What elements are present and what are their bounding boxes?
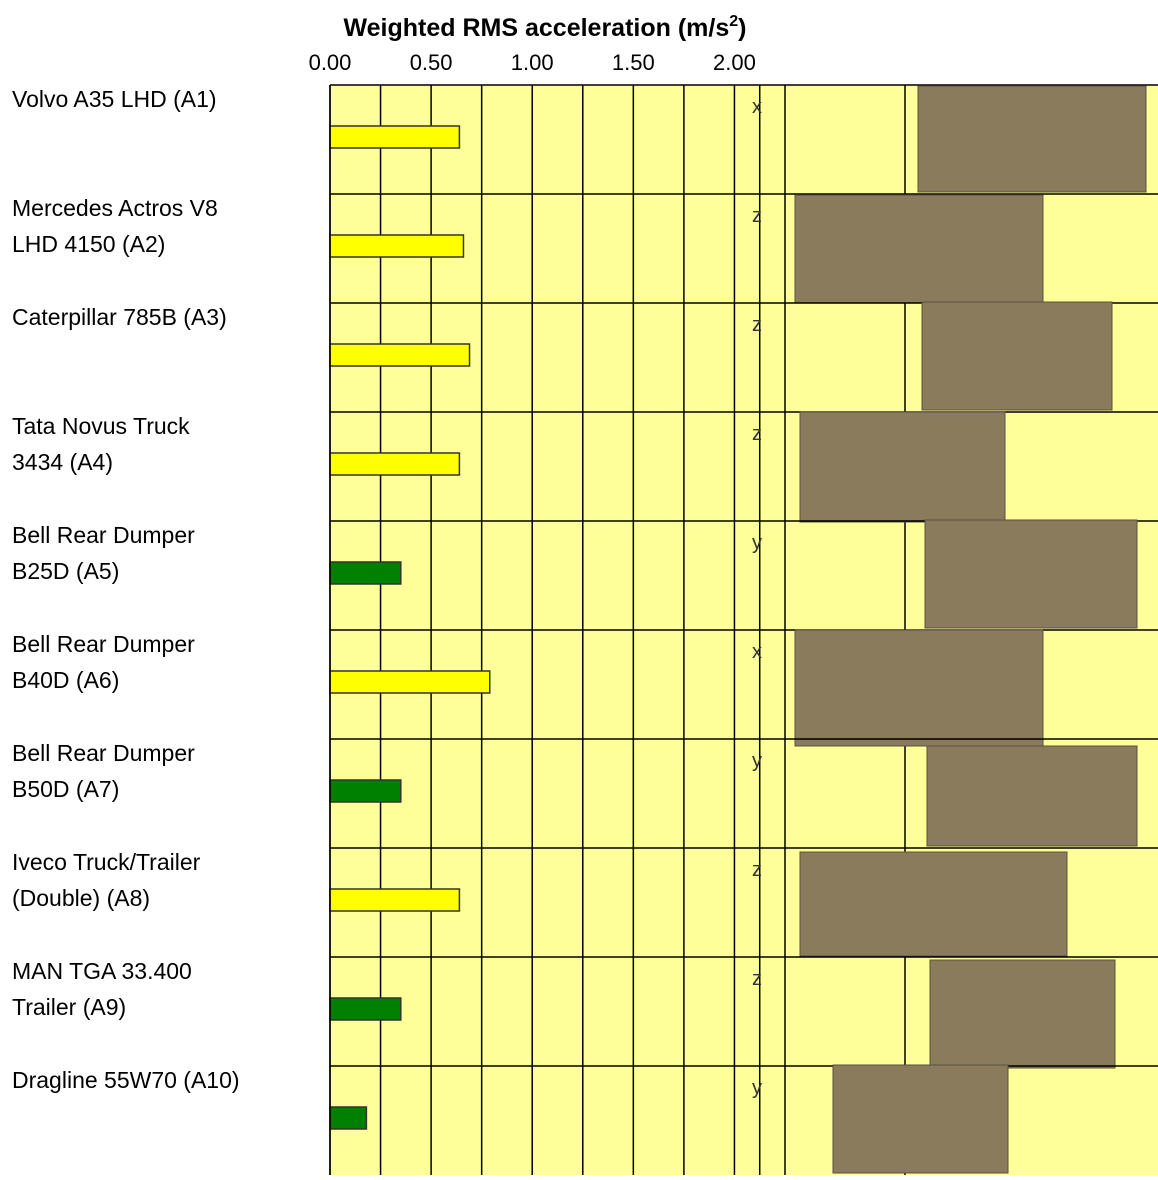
vehicle-photo [794, 194, 1044, 304]
bar [329, 1106, 368, 1130]
chart-title: Weighted RMS acceleration (m/s2) [344, 13, 747, 42]
category-label: Mercedes Actros V8 [12, 195, 218, 221]
category-label: 3434 (A4) [12, 449, 113, 475]
bar [329, 234, 465, 258]
category-label: Bell Rear Dumper [12, 631, 195, 657]
axis-direction-label: y [752, 750, 762, 772]
category-label: B50D (A7) [12, 776, 119, 802]
category-label: B40D (A6) [12, 667, 119, 693]
category-label: LHD 4150 (A2) [12, 231, 165, 257]
category-label: (Double) (A8) [12, 885, 150, 911]
category-label: B25D (A5) [12, 558, 119, 584]
bar [329, 779, 402, 803]
vehicle-photo [921, 301, 1113, 411]
bar [329, 452, 461, 476]
bar [329, 343, 471, 367]
category-label: Bell Rear Dumper [12, 740, 195, 766]
vehicle-photo [799, 851, 1068, 957]
category-label: Bell Rear Dumper [12, 522, 195, 548]
category-label: MAN TGA 33.400 [12, 958, 192, 984]
vehicle-photo [926, 745, 1138, 847]
bar [329, 561, 402, 585]
vehicle-photo [832, 1064, 1009, 1174]
category-label: Tata Novus Truck [12, 413, 190, 439]
category-label: Dragline 55W70 (A10) [12, 1067, 240, 1093]
axis-direction-label: z [752, 423, 762, 445]
vehicle-photo [917, 85, 1147, 193]
axis-direction-label: x [752, 641, 762, 663]
axis-direction-label: z [752, 968, 762, 990]
title-superscript: 2 [729, 13, 738, 30]
axis-direction-label: y [752, 1077, 762, 1099]
vehicle-photo [924, 519, 1138, 629]
vehicle-photo [929, 959, 1116, 1069]
category-label: Iveco Truck/Trailer [12, 849, 201, 875]
axis-direction-label: y [752, 532, 762, 554]
x-tick-label: 0.00 [309, 50, 352, 75]
category-label: Caterpillar 785B (A3) [12, 304, 227, 330]
bar [329, 888, 461, 912]
bar [329, 125, 461, 149]
axis-direction-label: z [752, 859, 762, 881]
x-tick-label: 1.50 [612, 50, 655, 75]
x-tick-label: 0.50 [410, 50, 453, 75]
category-label: Volvo A35 LHD (A1) [12, 86, 217, 112]
vehicle-photo [794, 629, 1044, 747]
bar [329, 997, 402, 1021]
bar [329, 670, 491, 694]
category-label: Trailer (A9) [12, 994, 126, 1020]
axis-direction-label: z [752, 205, 762, 227]
axis-direction-label: x [752, 96, 762, 118]
x-tick-label: 1.00 [511, 50, 554, 75]
title-text: Weighted RMS acceleration (m/s [344, 14, 730, 42]
x-tick-label: 2.00 [713, 50, 756, 75]
vehicle-photo [799, 411, 1006, 523]
axis-direction-label: z [752, 314, 762, 336]
title-end: ) [738, 14, 746, 42]
